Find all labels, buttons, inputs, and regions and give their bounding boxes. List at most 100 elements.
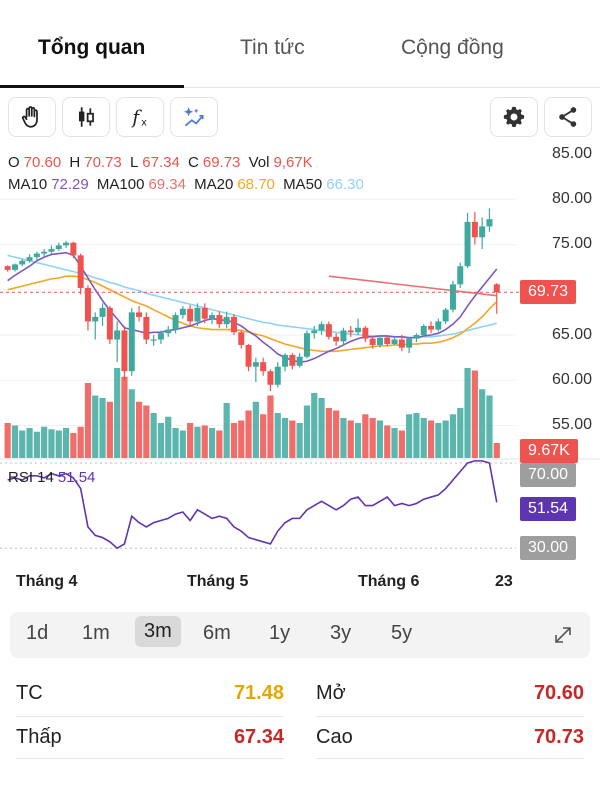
high-key: H (69, 154, 81, 171)
volume-bar (157, 423, 165, 458)
month-label: 23 (495, 573, 513, 590)
volume-bar (449, 414, 457, 458)
tab-overview[interactable]: Tổng quan (38, 36, 146, 59)
drawing-tool-button[interactable] (8, 97, 56, 137)
candle-body (486, 219, 493, 227)
candle-body (172, 315, 179, 330)
magic-sparkle-icon (184, 107, 204, 127)
share-button[interactable] (544, 97, 592, 137)
candle-body (428, 325, 435, 330)
ai-analysis-button[interactable] (170, 97, 218, 137)
volume-bar (201, 425, 208, 458)
rsi-value: 51.54 (57, 469, 96, 486)
period-5y[interactable]: 5y (391, 622, 413, 644)
candle-body (325, 324, 332, 337)
volume-bar (19, 430, 26, 458)
volume-bar (413, 413, 420, 458)
low-price-label: Thấp (16, 726, 62, 748)
candle-body (355, 327, 362, 333)
candle-body (391, 339, 398, 345)
tab-bar: Tổng quan Tin tức Cộng đồng (0, 0, 600, 88)
tab-community[interactable]: Cộng đồng (401, 36, 504, 59)
tab-news[interactable]: Tin tức (240, 36, 305, 59)
candle-body (260, 362, 267, 372)
volume-bar (187, 423, 194, 458)
volume-bar (486, 395, 493, 458)
volume-bar (260, 414, 267, 458)
period-3m[interactable]: 3m (135, 616, 181, 647)
volume-bar (208, 428, 216, 458)
candle-body (398, 339, 405, 348)
candle-body (479, 226, 486, 238)
volume-bar (26, 428, 33, 458)
candle-body (493, 284, 500, 293)
volume-key: Vol (248, 154, 270, 171)
ma100-value: 69.34 (148, 176, 186, 193)
reference-price-value: 71.48 (233, 682, 284, 704)
candle-body (267, 371, 274, 385)
ma100-key: MA100 (96, 176, 145, 193)
volume-bar (41, 426, 48, 458)
period-1y[interactable]: 1y (269, 622, 291, 644)
candle-body (150, 339, 157, 341)
settings-button[interactable] (490, 97, 538, 137)
indicators-button[interactable]: f x (116, 97, 164, 137)
high-price-value: 70.73 (533, 726, 584, 748)
volume-value: 9,67K (273, 154, 313, 171)
low-price-value: 67.34 (233, 726, 284, 748)
candle-body (369, 338, 376, 345)
period-1m[interactable]: 1m (82, 622, 110, 644)
chart-type-button[interactable] (62, 97, 110, 137)
candle-body (230, 316, 237, 333)
volume-bar (114, 368, 121, 458)
candle-body (340, 330, 347, 342)
volume-bar (471, 370, 478, 458)
candle-body (471, 221, 478, 238)
high-value: 70.73 (84, 154, 122, 171)
period-6m[interactable]: 6m (203, 622, 231, 644)
candle-body (384, 337, 391, 345)
high-price-label: Cao (316, 726, 353, 748)
volume-bar (362, 414, 369, 458)
candle-body (11, 264, 18, 270)
ohlc-legend: O 70.60 H 70.73 L 67.34 C 69.73 Vol 9,67K (8, 154, 317, 171)
volume-bar (143, 405, 150, 458)
volume-bar (311, 393, 318, 458)
volume-bar (99, 398, 106, 458)
price-chart[interactable] (0, 140, 600, 565)
candle-body (435, 321, 442, 330)
rsi-value-tag: 51.54 (520, 497, 577, 521)
candle-body (318, 324, 325, 331)
ma20-value: 68.70 (237, 176, 275, 193)
open-value: 70.60 (23, 154, 62, 171)
expand-icon[interactable] (552, 624, 574, 646)
candle-body (114, 330, 121, 340)
volume-bar (493, 443, 500, 458)
ma100-line (328, 275, 497, 297)
ma-legend: MA10 72.29 MA100 69.34 MA20 68.70 MA50 66.30 (8, 176, 368, 193)
candle-body (55, 245, 62, 250)
svg-text:x: x (141, 118, 147, 129)
volume-bar (303, 405, 311, 458)
ma10-key: MA10 (8, 176, 48, 193)
price-axis-label: 75.00 (551, 235, 592, 252)
volume-bar (4, 423, 11, 458)
divider (16, 758, 284, 759)
period-1d[interactable]: 1d (26, 622, 49, 644)
open-key: O (8, 154, 20, 171)
rsi-legend: RSI 14 51.54 (8, 469, 99, 486)
open-price-value: 70.60 (533, 682, 584, 704)
volume-bar (245, 410, 252, 458)
volume-bar (479, 389, 486, 458)
candlestick-icon (78, 107, 94, 127)
close-key: C (188, 154, 199, 171)
candle-body (216, 315, 223, 325)
rsi-upper-tag: 70.00 (520, 463, 577, 487)
candle-body (136, 312, 143, 317)
divider (316, 758, 584, 759)
candle-body (282, 354, 289, 367)
volume-bar (435, 423, 442, 458)
candle-body (121, 330, 128, 372)
candle-body (252, 362, 259, 367)
period-3y[interactable]: 3y (330, 622, 352, 644)
